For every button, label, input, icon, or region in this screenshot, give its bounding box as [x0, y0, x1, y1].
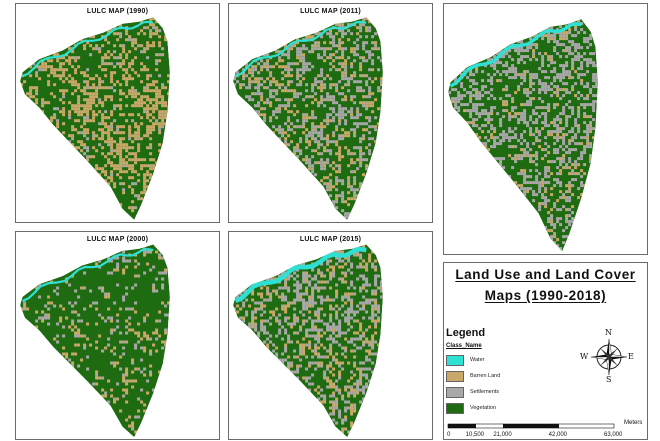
map-title-1990: LULC MAP (1990): [86, 8, 149, 15]
legend-class-name: Class_Name: [446, 343, 482, 349]
scale-tick-label: 10,500: [465, 432, 485, 438]
legend-panel: Land Use and Land Cover Maps (1990-2018)…: [443, 262, 648, 440]
land-cover-raster: [20, 244, 170, 438]
legend-heading: Legend: [446, 327, 486, 339]
scale-segment: [447, 423, 476, 429]
compass-rose-icon: [590, 338, 628, 376]
water-swatch: [446, 355, 464, 366]
lulc-map-2000: [20, 244, 170, 438]
main-title-line-2: Maps (1990-2018): [484, 288, 607, 303]
map-title-2000: LULC MAP (2000): [86, 236, 149, 243]
land-cover-raster: [20, 17, 170, 220]
compass-south-label: S: [606, 375, 612, 384]
north-arrow-compass: N S E W: [580, 328, 634, 384]
river: [22, 248, 154, 302]
barren-land-swatch: [446, 371, 464, 382]
river: [235, 20, 367, 78]
legend-label-vegetation: Vegetation: [470, 405, 496, 411]
land-cover-raster: [448, 19, 598, 252]
land-cover-raster: [233, 244, 383, 438]
map-panel-2018: [443, 3, 648, 255]
compass-west-label: W: [580, 352, 589, 361]
scale-segment: [558, 423, 615, 429]
map-panel-1990: LULC MAP (1990): [15, 3, 220, 223]
compass-east-label: E: [628, 352, 634, 361]
map-title-2015: LULC MAP (2015): [299, 236, 362, 243]
map-panel-2000: LULC MAP (2000): [15, 231, 220, 440]
scale-tick-label: 0: [447, 432, 451, 438]
scale-bar: [447, 423, 615, 429]
land-cover-raster: [233, 17, 383, 220]
legend-label-water: Water: [470, 357, 485, 363]
scale-segment: [475, 423, 504, 429]
scale-units-label: Meters: [624, 420, 643, 426]
river: [22, 20, 154, 78]
scale-tick-label: 42,000: [548, 432, 568, 438]
vegetation-swatch: [446, 403, 464, 414]
river: [449, 22, 582, 88]
settlements-swatch: [446, 387, 464, 398]
lulc-map-2018: [448, 19, 598, 252]
legend-label-barren-land: Barren Land: [470, 373, 501, 379]
scale-segment: [503, 423, 559, 429]
scale-tick-label: 63,000: [604, 432, 623, 438]
lulc-map-2015: [233, 244, 383, 438]
river: [234, 246, 367, 304]
map-title-2011: LULC MAP (2011): [300, 8, 361, 15]
lulc-map-1990: [20, 17, 170, 220]
map-panel-2015: LULC MAP (2015): [228, 231, 433, 440]
lulc-map-2011: [233, 17, 383, 220]
scale-tick-label: 21,000: [493, 432, 512, 438]
main-title-line-1: Land Use and Land Cover: [455, 267, 636, 282]
map-panel-2011: LULC MAP (2011): [228, 3, 433, 223]
compass-north-label: N: [605, 328, 612, 337]
legend-label-settlements: Settlements: [470, 389, 500, 395]
